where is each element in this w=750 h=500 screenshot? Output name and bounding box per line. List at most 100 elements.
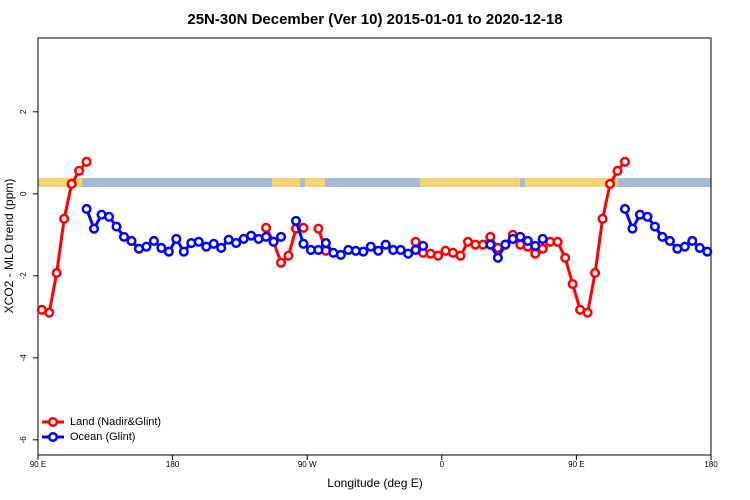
data-point	[373, 245, 384, 256]
data-point	[582, 307, 593, 318]
data-point	[74, 165, 85, 176]
data-point	[178, 246, 189, 257]
y-tick-label: -2	[19, 272, 28, 280]
data-point	[216, 242, 227, 253]
data-point	[111, 221, 122, 232]
y-tick-label: -6	[19, 436, 28, 444]
data-point	[275, 231, 287, 242]
data-point	[81, 156, 92, 167]
x-tick-label: 90 W	[298, 460, 317, 469]
land-strip	[420, 178, 520, 187]
data-point	[141, 241, 152, 252]
x-tick-label: 90 E	[568, 460, 584, 469]
data-point	[530, 248, 541, 259]
data-point	[261, 231, 272, 242]
data-point	[103, 211, 115, 222]
land-strip	[525, 178, 618, 187]
data-point	[81, 203, 92, 215]
data-point	[597, 213, 608, 224]
data-point	[530, 240, 541, 251]
data-point	[51, 267, 62, 278]
data-point	[515, 231, 526, 242]
data-point	[171, 233, 182, 244]
data-point	[694, 242, 705, 253]
data-point	[89, 223, 100, 234]
x-tick-label: 0	[440, 460, 445, 469]
data-point	[275, 257, 287, 268]
x-tick-label: 180	[166, 460, 180, 469]
data-point	[126, 235, 137, 247]
data-point	[298, 238, 309, 249]
data-point	[433, 250, 444, 261]
data-point	[66, 178, 77, 190]
ocean-strip	[38, 178, 711, 187]
data-point	[679, 241, 690, 252]
x-axis-label: Longitude (deg E)	[327, 476, 422, 490]
data-point	[702, 246, 713, 257]
data-point	[649, 221, 660, 232]
data-point	[567, 278, 578, 290]
data-point	[335, 249, 346, 260]
data-point	[619, 203, 631, 215]
y-tick-label: 2	[19, 109, 28, 114]
data-point	[44, 307, 55, 318]
data-point	[231, 237, 242, 249]
data-point	[208, 238, 219, 249]
data-point	[485, 231, 496, 242]
data-point	[560, 252, 571, 263]
data-point	[418, 240, 429, 251]
data-point	[380, 239, 391, 250]
legend-marker	[47, 416, 59, 428]
legend-label: Land (Nadir&Glint)	[70, 416, 161, 428]
y-axis-label: XCO2 - MLO trend (ppm)	[2, 179, 16, 314]
data-point	[455, 250, 466, 261]
data-point	[313, 223, 324, 234]
data-point	[522, 235, 533, 247]
data-point	[605, 178, 616, 190]
data-point	[619, 156, 631, 167]
land-strip	[305, 178, 325, 187]
legend-label: Ocean (Glint)	[70, 431, 135, 443]
data-point	[156, 242, 167, 253]
data-point	[290, 215, 302, 226]
data-point	[395, 244, 406, 256]
data-point	[403, 248, 414, 259]
data-point	[410, 244, 421, 256]
land-ocean-strip	[38, 178, 711, 187]
data-point	[627, 223, 638, 234]
data-point	[492, 252, 503, 263]
legend-marker	[47, 431, 59, 443]
data-point	[320, 237, 331, 249]
plot-frame	[37, 37, 712, 456]
data-point	[118, 231, 130, 242]
data-point	[590, 267, 601, 278]
data-point	[642, 211, 653, 222]
data-point	[163, 246, 174, 257]
data-point	[148, 235, 159, 247]
data-point	[612, 165, 623, 176]
x-tick-label: 180	[704, 460, 718, 469]
data-point	[500, 239, 511, 250]
data-point	[193, 236, 204, 247]
data-point	[283, 250, 294, 261]
data-point	[313, 244, 324, 256]
data-point	[537, 233, 548, 244]
data-point	[687, 235, 698, 247]
chart-title: 25N-30N December (Ver 10) 2015-01-01 to …	[187, 11, 562, 28]
data-point	[664, 235, 675, 247]
data-point	[657, 231, 668, 242]
data-point	[268, 236, 279, 247]
data-point	[358, 246, 369, 257]
data-point	[59, 213, 70, 224]
data-point	[298, 222, 309, 233]
land-strip	[272, 178, 300, 187]
data-point	[261, 222, 272, 233]
y-tick-label: -4	[19, 354, 28, 362]
y-tick-label: 0	[19, 191, 28, 196]
data-point	[365, 241, 376, 252]
x-tick-label: 90 E	[30, 460, 46, 469]
data-point	[552, 236, 563, 247]
data-point	[485, 239, 496, 250]
land-strip	[38, 178, 82, 187]
